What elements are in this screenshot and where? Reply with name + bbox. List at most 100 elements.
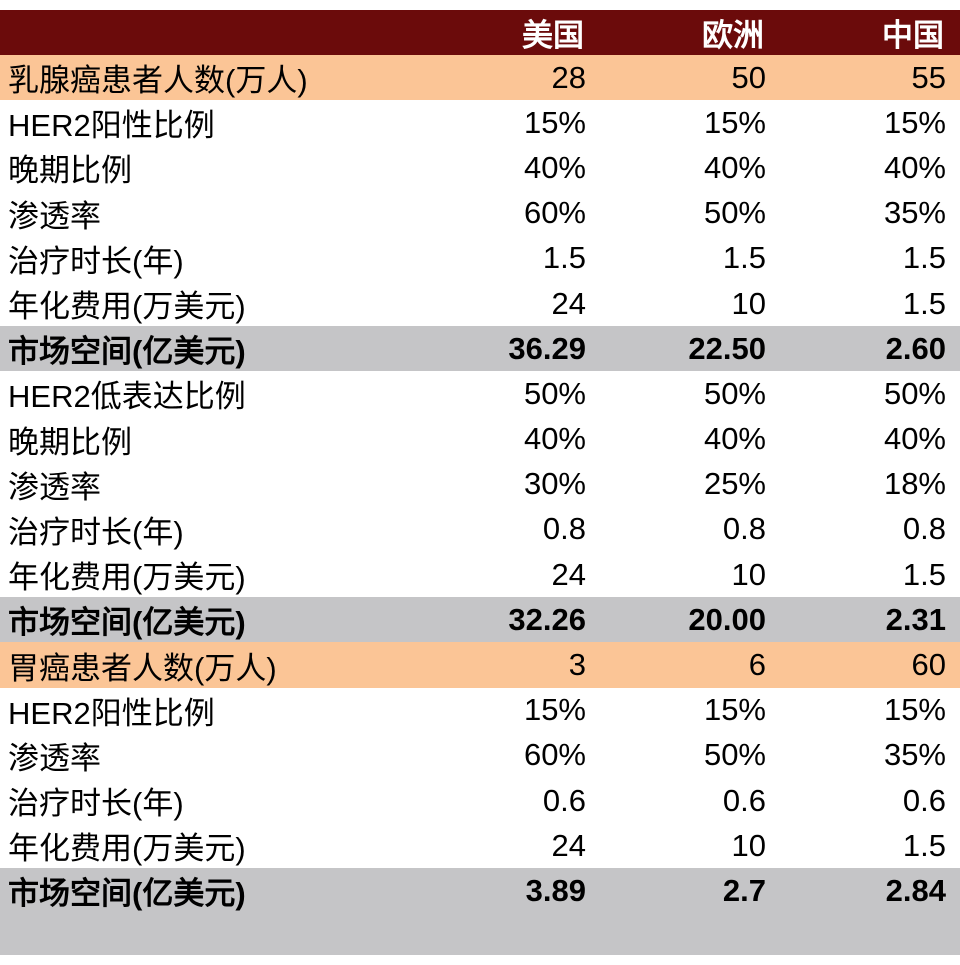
cell-europe: 10 bbox=[731, 827, 766, 863]
table-row: HER2低表达比例 50% 50% 50% bbox=[0, 371, 960, 416]
cell-us: 36.29 bbox=[420, 326, 600, 372]
header-row: 美国 欧洲 中国 bbox=[0, 10, 960, 55]
table-row: 治疗时长(年) 0.8 0.8 0.8 bbox=[0, 507, 960, 552]
cell-us: 15% bbox=[523, 692, 586, 728]
row-label: 年化费用(万美元) bbox=[8, 289, 246, 325]
row-label: 年化费用(万美元) bbox=[8, 831, 246, 867]
cell-us: 40% bbox=[523, 421, 586, 457]
cell-us: 3.89 bbox=[420, 868, 600, 914]
cell-europe: 40% bbox=[703, 421, 766, 457]
cell-china: 1.5 bbox=[902, 285, 946, 321]
header-china: 中国 bbox=[780, 10, 960, 55]
cell-europe: 2.7 bbox=[600, 868, 780, 914]
cell-us: 32.26 bbox=[420, 597, 600, 643]
total-row: 市场空间(亿美元) 36.29 22.50 2.60 bbox=[0, 326, 960, 372]
table-row: 年化费用(万美元) 24 10 1.5 bbox=[0, 552, 960, 597]
cell-europe: 10 bbox=[731, 285, 766, 321]
row-label: 胃癌患者人数(万人) bbox=[0, 642, 420, 688]
row-label: 渗透率 bbox=[8, 198, 101, 234]
cell-china: 1.5 bbox=[902, 240, 946, 276]
table-row: 晚期比例 40% 40% 40% bbox=[0, 417, 960, 462]
cell-us: 1.5 bbox=[542, 240, 586, 276]
cell-europe: 40% bbox=[703, 149, 766, 185]
cell-europe: 6 bbox=[600, 642, 780, 688]
cell-us: 24 bbox=[551, 556, 586, 592]
table-row: 胃癌患者人数(万人) 3 6 60 bbox=[0, 642, 960, 688]
table-row: 渗透率 60% 50% 35% bbox=[0, 191, 960, 236]
cell-us: 40% bbox=[523, 149, 586, 185]
cell-china: 40% bbox=[883, 421, 946, 457]
cell-china: 55 bbox=[780, 55, 960, 101]
header-us: 美国 bbox=[420, 10, 600, 55]
row-label: 渗透率 bbox=[8, 469, 101, 505]
cell-china: 35% bbox=[883, 737, 946, 773]
cell-us: 24 bbox=[551, 285, 586, 321]
row-label: 渗透率 bbox=[8, 740, 101, 776]
row-label: 治疗时长(年) bbox=[8, 514, 184, 550]
cell-europe: 50% bbox=[703, 737, 766, 773]
row-label: 治疗时长(年) bbox=[8, 786, 184, 822]
cell-china: 35% bbox=[883, 195, 946, 231]
header-europe: 欧洲 bbox=[600, 10, 780, 55]
table-row: HER2阳性比例 15% 15% 15% bbox=[0, 688, 960, 733]
cell-china: 18% bbox=[883, 466, 946, 502]
header-label-cell bbox=[0, 10, 420, 55]
cell-china: 2.84 bbox=[780, 868, 960, 914]
row-label: 治疗时长(年) bbox=[8, 243, 184, 279]
market-size-table: 美国 欧洲 中国 乳腺癌患者人数(万人) 28 50 55 HER2阳性比例 1… bbox=[0, 10, 960, 914]
table-row: 渗透率 60% 50% 35% bbox=[0, 733, 960, 778]
cell-china: 0.6 bbox=[902, 782, 946, 818]
cell-china: 0.8 bbox=[902, 511, 946, 547]
cell-europe: 1.5 bbox=[722, 240, 766, 276]
cell-europe: 50 bbox=[600, 55, 780, 101]
footer-band bbox=[0, 914, 960, 955]
cell-us: 0.8 bbox=[542, 511, 586, 547]
cell-china: 1.5 bbox=[902, 556, 946, 592]
row-label: 乳腺癌患者人数(万人) bbox=[0, 55, 420, 101]
table-row: 年化费用(万美元) 24 10 1.5 bbox=[0, 823, 960, 868]
cell-europe: 22.50 bbox=[600, 326, 780, 372]
row-label: 年化费用(万美元) bbox=[8, 560, 246, 596]
cell-us: 60% bbox=[523, 195, 586, 231]
cell-europe: 25% bbox=[703, 466, 766, 502]
bottom-rule bbox=[0, 955, 960, 965]
cell-us: 30% bbox=[523, 466, 586, 502]
total-row: 市场空间(亿美元) 32.26 20.00 2.31 bbox=[0, 597, 960, 643]
cell-europe: 0.6 bbox=[722, 782, 766, 818]
row-label: HER2低表达比例 bbox=[8, 379, 246, 415]
cell-us: 0.6 bbox=[542, 782, 586, 818]
cell-europe: 50% bbox=[703, 195, 766, 231]
table-row: 治疗时长(年) 0.6 0.6 0.6 bbox=[0, 778, 960, 823]
cell-europe: 0.8 bbox=[722, 511, 766, 547]
cell-europe: 50% bbox=[703, 375, 766, 411]
total-row: 市场空间(亿美元) 3.89 2.7 2.84 bbox=[0, 868, 960, 914]
row-label: 市场空间(亿美元) bbox=[0, 597, 420, 643]
cell-china: 1.5 bbox=[902, 827, 946, 863]
table-row: 治疗时长(年) 1.5 1.5 1.5 bbox=[0, 236, 960, 281]
cell-us: 3 bbox=[420, 642, 600, 688]
row-label: 晚期比例 bbox=[8, 153, 132, 189]
cell-europe: 15% bbox=[703, 692, 766, 728]
cell-europe: 20.00 bbox=[600, 597, 780, 643]
cell-europe: 15% bbox=[703, 104, 766, 140]
cell-china: 60 bbox=[780, 642, 960, 688]
cell-us: 28 bbox=[420, 55, 600, 101]
table-row: HER2阳性比例 15% 15% 15% bbox=[0, 100, 960, 145]
table-row: 年化费用(万美元) 24 10 1.5 bbox=[0, 281, 960, 326]
cell-china: 2.60 bbox=[780, 326, 960, 372]
cell-china: 50% bbox=[883, 375, 946, 411]
row-label: HER2阳性比例 bbox=[8, 695, 215, 731]
row-label: 市场空间(亿美元) bbox=[0, 326, 420, 372]
cell-europe: 10 bbox=[731, 556, 766, 592]
cell-china: 15% bbox=[883, 104, 946, 140]
row-label: 晚期比例 bbox=[8, 424, 132, 460]
cell-china: 15% bbox=[883, 692, 946, 728]
table-row: 乳腺癌患者人数(万人) 28 50 55 bbox=[0, 55, 960, 101]
row-label: HER2阳性比例 bbox=[8, 108, 215, 144]
cell-china: 2.31 bbox=[780, 597, 960, 643]
cell-china: 40% bbox=[883, 149, 946, 185]
cell-us: 15% bbox=[523, 104, 586, 140]
cell-us: 50% bbox=[523, 375, 586, 411]
top-rule bbox=[0, 0, 960, 4]
cell-us: 60% bbox=[523, 737, 586, 773]
